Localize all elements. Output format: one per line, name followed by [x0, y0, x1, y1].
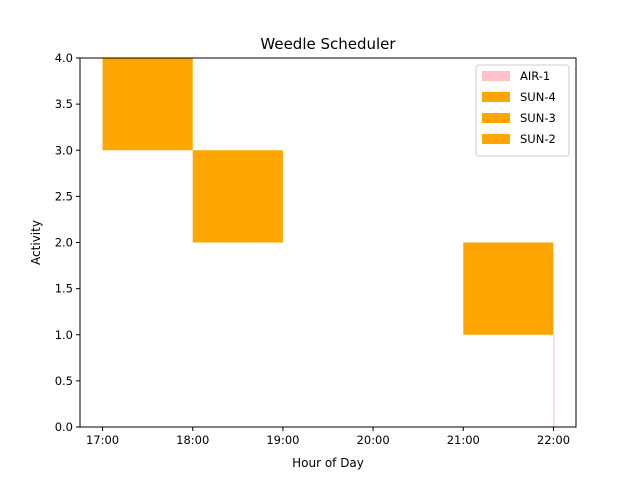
- plot-area: [102, 58, 555, 427]
- x-axis-label: Hour of Day: [292, 456, 364, 470]
- legend-label-sun-4: SUN-4: [520, 90, 556, 104]
- y-tick-label: 2.5: [55, 189, 73, 203]
- x-tick-label: 20:00: [357, 433, 390, 447]
- y-tick-label: 1.5: [55, 282, 73, 296]
- bar-sun-3: [192, 150, 283, 243]
- x-tick-label: 21:00: [447, 433, 480, 447]
- legend-swatch-sun-2: [482, 134, 510, 144]
- bar-sun-4: [102, 58, 193, 151]
- x-tick-label: 22:00: [537, 433, 570, 447]
- legend-swatch-sun-4: [482, 92, 510, 102]
- y-tick-label: 3.5: [55, 97, 73, 111]
- y-tick-label: 0.0: [55, 420, 73, 434]
- legend-label-air-1: AIR-1: [520, 69, 550, 83]
- x-tick-label: 17:00: [86, 433, 119, 447]
- bar-sun-2: [463, 242, 554, 335]
- y-tick-label: 3.0: [55, 143, 73, 157]
- chart-title: Weedle Scheduler: [260, 35, 396, 53]
- legend-swatch-sun-3: [482, 113, 510, 123]
- legend-label-sun-3: SUN-3: [520, 111, 556, 125]
- x-tick-label: 19:00: [266, 433, 299, 447]
- y-axis-label: Activity: [29, 220, 43, 265]
- y-tick-label: 4.0: [55, 51, 73, 65]
- y-tick-label: 0.5: [55, 374, 73, 388]
- axis-ticks: 17:00 18:00 19:00 20:00 21:00 22:00 0.0 0.5 1.0 1…: [55, 51, 570, 447]
- legend-swatch-air-1: [482, 71, 510, 81]
- bar-air-1: [553, 334, 555, 427]
- y-tick-label: 1.0: [55, 328, 73, 342]
- x-tick-label: 18:00: [176, 433, 209, 447]
- y-tick-label: 2.0: [55, 236, 73, 250]
- legend-box: [475, 64, 570, 157]
- legend-label-sun-2: SUN-2: [520, 132, 556, 146]
- legend: AIR-1 SUN-4 SUN-3 SUN-2: [475, 64, 570, 157]
